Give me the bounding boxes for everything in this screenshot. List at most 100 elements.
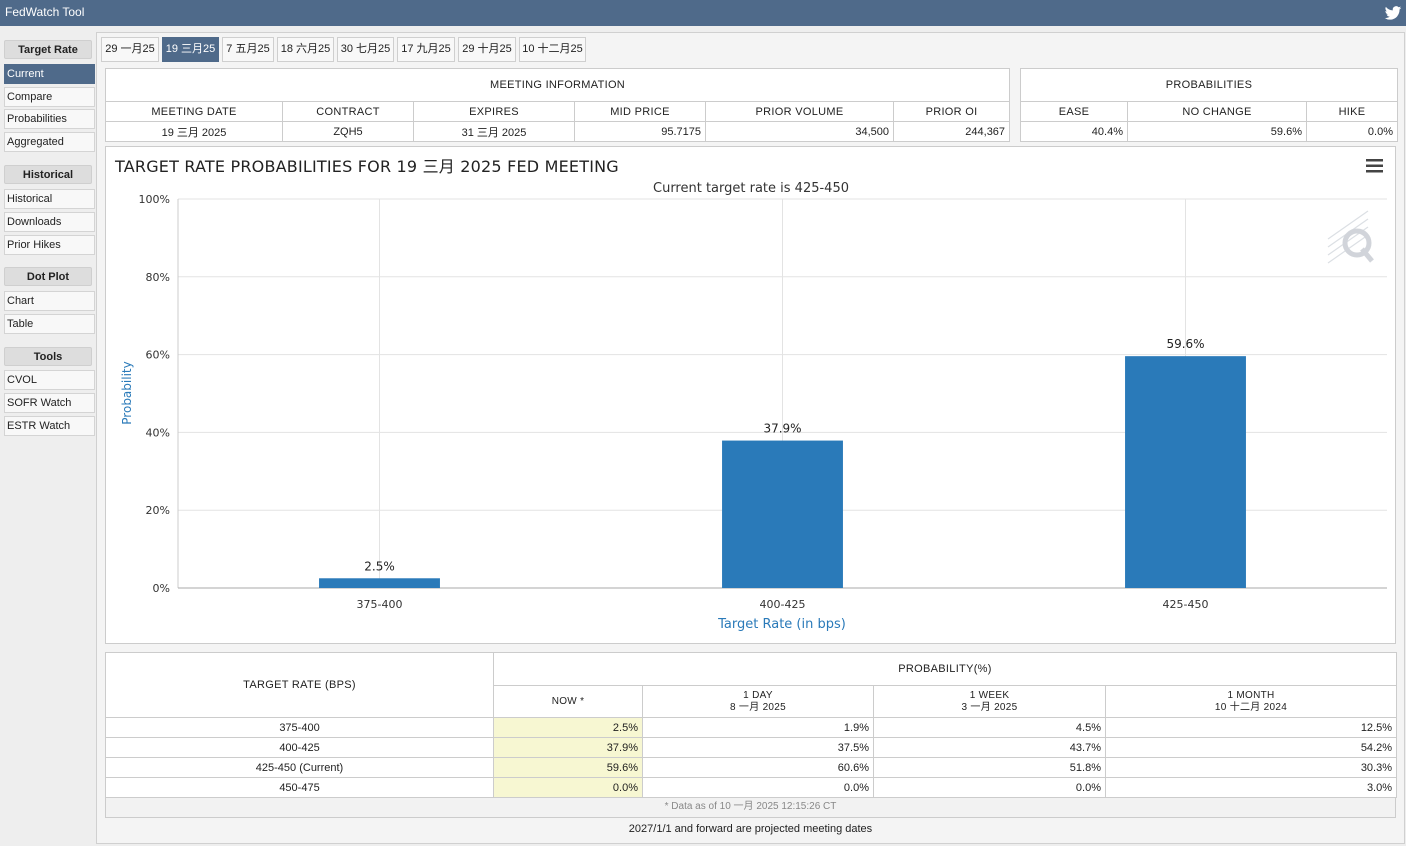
ease-value: 40.4% (1020, 121, 1128, 142)
expires-header: EXPIRES (413, 101, 575, 122)
meeting-info-table: MEETING INFORMATION MEETING DATE CONTRAC… (104, 68, 1011, 142)
one-month-date: 10 十二月 2024 (1214, 701, 1288, 713)
y-axis-title: Probability (120, 361, 134, 424)
sidebar-item-compare[interactable]: Compare (4, 87, 95, 107)
sidebar-item-probabilities[interactable]: Probabilities (4, 109, 95, 129)
sidebar-item-prior-hikes[interactable]: Prior Hikes (4, 235, 95, 255)
tab-meeting-may[interactable]: 7 五月25 (222, 37, 274, 62)
sidebar-group-tools: Tools (4, 347, 92, 366)
rate-cell: 425-450 (Current) (105, 757, 494, 778)
y-tick-label: 20% (146, 504, 170, 517)
no-change-value: 59.6% (1127, 121, 1307, 142)
prior-volume-header: PRIOR VOLUME (705, 101, 894, 122)
meeting-date-header: MEETING DATE (105, 101, 283, 122)
one-day-value: 37.5% (642, 737, 874, 758)
projected-dates-note: 2027/1/1 and forward are projected meeti… (628, 823, 873, 835)
chart-subtitle: Current target rate is 425-450 (653, 181, 849, 196)
contract-header: CONTRACT (282, 101, 414, 122)
one-month-header: 1 MONTH 10 十二月 2024 (1104, 685, 1398, 718)
one-day-value: 1.9% (642, 717, 874, 738)
hike-value: 0.0% (1306, 121, 1398, 142)
bar-data-label: 59.6% (1166, 337, 1204, 351)
sidebar-item-downloads[interactable]: Downloads (4, 212, 95, 232)
probability-group-header: PROBABILITY(%) (492, 652, 1398, 686)
y-tick-label: 80% (146, 271, 170, 284)
one-week-value: 51.8% (873, 757, 1106, 778)
now-header-label: NOW * (551, 696, 585, 707)
rate-cell: 400-425 (105, 737, 494, 758)
probabilities-table: PROBABILITIES EASE NO CHANGE HIKE 40.4% … (1020, 68, 1398, 142)
x-axis-title: Target Rate (in bps) (717, 617, 846, 632)
sidebar-group-target-rate: Target Rate (4, 40, 92, 59)
tab-meeting-mar[interactable]: 19 三月25 (162, 37, 219, 62)
app-title: FedWatch Tool (5, 5, 85, 19)
x-tick-label: 400-425 (760, 598, 806, 611)
now-value: 37.9% (493, 737, 643, 758)
chart-title: TARGET RATE PROBABILITIES FOR 19 三月 2025… (115, 157, 619, 176)
one-month-label: 1 MONTH (1227, 689, 1275, 701)
sidebar-item-historical[interactable]: Historical (4, 189, 95, 209)
y-tick-label: 100% (139, 193, 170, 206)
data-timestamp-footnote: * Data as of 10 一月 2025 12:15:26 CT (105, 798, 1396, 818)
bar-400-425[interactable] (722, 440, 843, 588)
now-header: NOW * (493, 685, 643, 718)
sidebar-item-estr-watch[interactable]: ESTR Watch (4, 416, 95, 436)
tab-meeting-jul[interactable]: 30 七月25 (337, 37, 394, 62)
sidebar-item-cvol[interactable]: CVOL (4, 370, 95, 390)
bar-425-450[interactable] (1125, 356, 1246, 588)
sidebar-item-chart[interactable]: Chart (4, 291, 95, 311)
prior-volume-value: 34,500 (705, 121, 894, 142)
sidebar-item-sofr-watch[interactable]: SOFR Watch (4, 393, 95, 413)
sidebar-item-aggregated[interactable]: Aggregated (4, 132, 95, 152)
bar-data-label: 2.5% (364, 559, 395, 573)
one-day-date: 8 一月 2025 (729, 701, 787, 713)
table-row: 375-400 2.5% 1.9% 4.5% 12.5% (105, 717, 1398, 738)
prior-oi-header: PRIOR OI (892, 101, 1011, 122)
one-month-value: 12.5% (1104, 717, 1398, 738)
sidebar-group-historical: Historical (4, 165, 92, 184)
x-tick-label: 375-400 (357, 598, 403, 611)
y-tick-label: 0% (153, 582, 170, 595)
bar-data-label: 37.9% (763, 422, 801, 436)
one-week-label: 1 WEEK (969, 689, 1010, 701)
tab-meeting-jan[interactable]: 29 一月25 (101, 37, 159, 62)
bar-375-400[interactable] (319, 578, 440, 588)
table-row: 425-450 (Current) 59.6% 60.6% 51.8% 30.3… (105, 757, 1398, 778)
x-tick-label: 425-450 (1163, 598, 1209, 611)
hamburger-menu-icon[interactable] (1366, 159, 1383, 173)
sidebar-item-table[interactable]: Table (4, 314, 95, 334)
sidebar-item-current[interactable]: Current (4, 64, 95, 84)
q-logo-icon (1327, 210, 1374, 264)
y-tick-label: 60% (146, 349, 170, 362)
rate-cell: 375-400 (105, 717, 494, 738)
mid-price-value: 95.7175 (574, 121, 706, 142)
one-day-value: 0.0% (642, 777, 874, 798)
one-week-value: 4.5% (873, 717, 1106, 738)
one-day-value: 60.6% (642, 757, 874, 778)
tab-meeting-jun[interactable]: 18 六月25 (277, 37, 334, 62)
contract-value: ZQH5 (282, 121, 414, 142)
one-month-value: 30.3% (1104, 757, 1398, 778)
one-week-value: 0.0% (873, 777, 1106, 798)
one-week-header: 1 WEEK 3 一月 2025 (873, 685, 1106, 718)
tab-meeting-oct[interactable]: 29 十月25 (458, 37, 516, 62)
expires-value: 31 三月 2025 (413, 121, 575, 142)
one-month-value: 3.0% (1104, 777, 1398, 798)
probabilities-title: PROBABILITIES (1020, 68, 1398, 102)
meeting-info-title: MEETING INFORMATION (104, 68, 1011, 102)
now-value: 59.6% (493, 757, 643, 778)
hike-header: HIKE (1306, 101, 1398, 122)
chart-panel: TARGET RATE PROBABILITIES FOR 19 三月 2025… (105, 146, 1396, 644)
tab-meeting-dec[interactable]: 10 十二月25 (519, 37, 586, 62)
mid-price-header: MID PRICE (574, 101, 706, 122)
meeting-date-value: 19 三月 2025 (105, 121, 283, 142)
one-week-value: 43.7% (873, 737, 1106, 758)
now-value: 2.5% (493, 717, 643, 738)
twitter-icon[interactable] (1384, 4, 1402, 22)
now-value: 0.0% (493, 777, 643, 798)
probability-bar-chart: Current target rate is 425-450 0% 20% 40% 6… (120, 181, 1387, 632)
table-row: 450-475 0.0% 0.0% 0.0% 3.0% (105, 777, 1398, 798)
rate-cell: 450-475 (105, 777, 494, 798)
table-row: 400-425 37.9% 37.5% 43.7% 54.2% (105, 737, 1398, 758)
tab-meeting-sep[interactable]: 17 九月25 (397, 37, 455, 62)
